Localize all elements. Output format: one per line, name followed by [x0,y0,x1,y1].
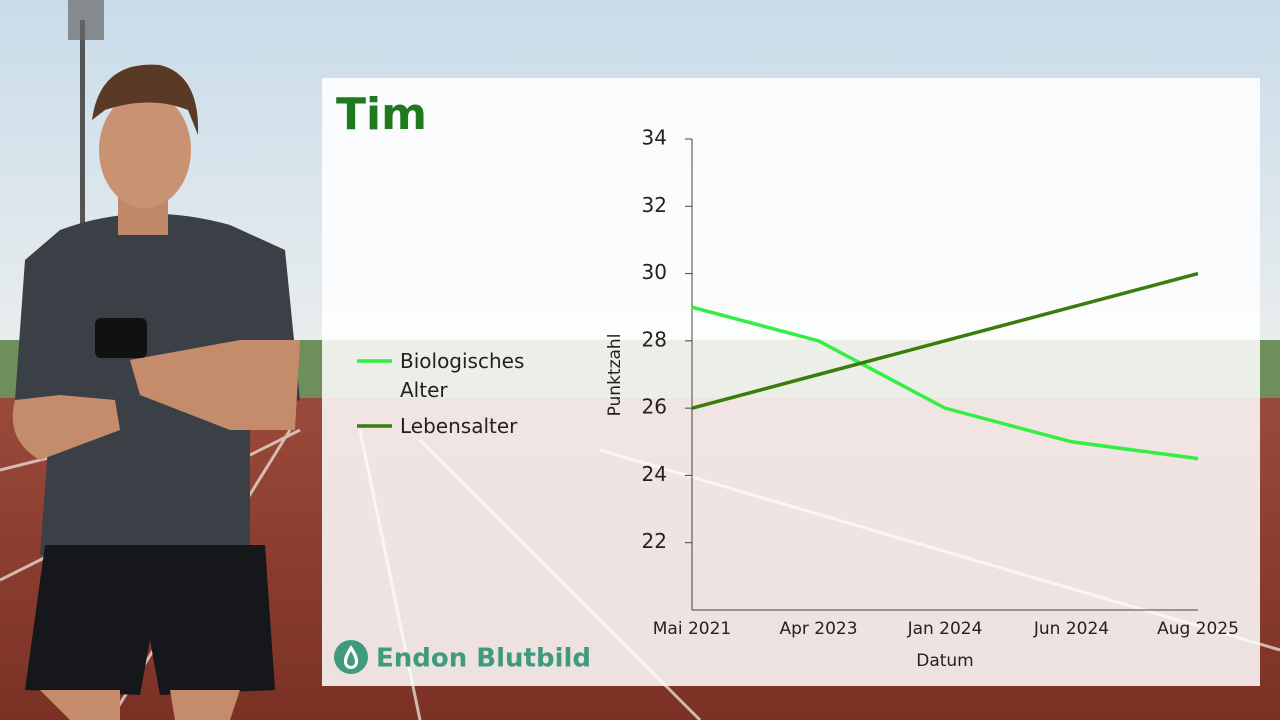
y-tick-label: 26 [642,395,667,419]
series-line [691,305,1199,461]
brand-name: Endon Blutbild [376,644,591,674]
x-tick-label: Mai 2021 [653,619,731,639]
series-line [691,271,1199,410]
x-tick-label: Apr 2023 [779,619,857,639]
x-tick-label: Jun 2024 [1033,619,1109,639]
y-tick-label: 32 [642,193,667,217]
x-tick-label: Aug 2025 [1157,619,1239,639]
y-axis-label: Punktzahl [605,334,625,417]
x-tick-label: Jan 2024 [907,619,983,639]
brand-logo: Endon Blutbild [334,640,591,674]
y-tick-label: 24 [642,462,667,486]
y-tick-label: 28 [642,327,667,351]
y-tick-label: 30 [642,260,667,284]
legend-label: Lebensalter [400,414,518,438]
chart-title: Tim [336,89,427,140]
y-tick-label: 34 [642,126,667,150]
legend-label: Biologisches Alter [400,349,525,402]
y-tick-label: 22 [642,529,667,553]
x-axis-label: Datum [916,651,974,671]
